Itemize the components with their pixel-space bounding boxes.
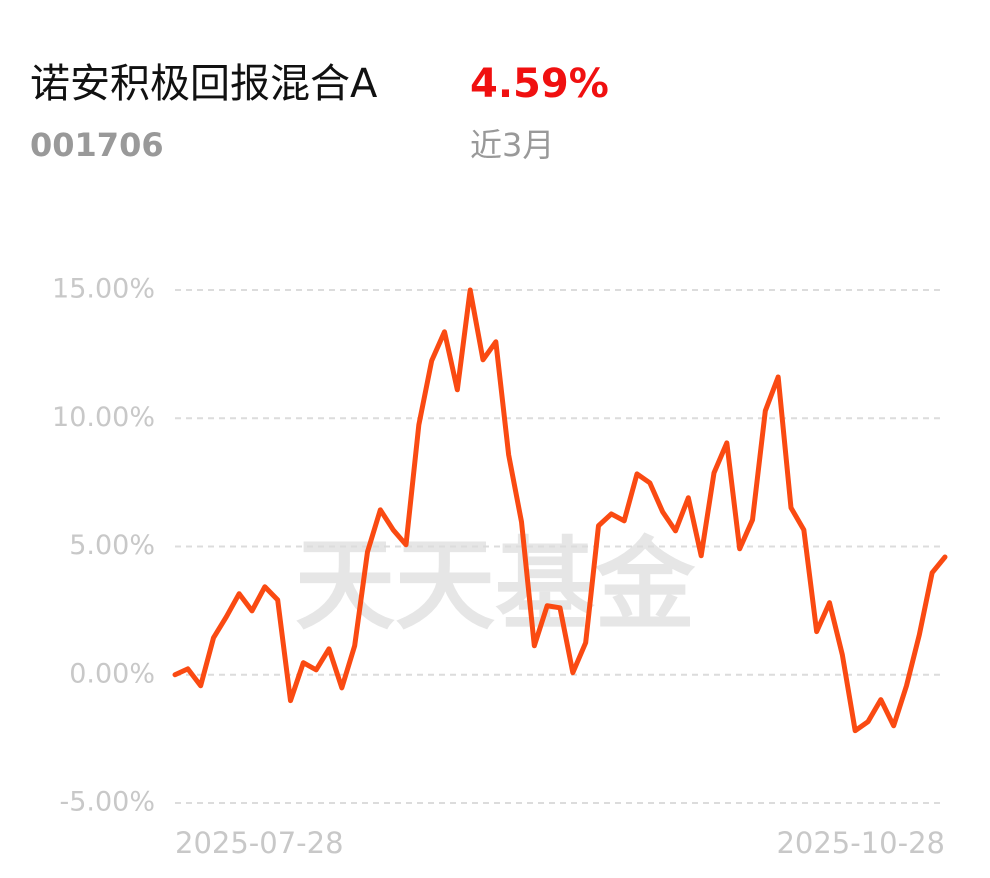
y-tick-label: 0.00% [69,658,155,689]
y-tick-label: 10.00% [52,402,155,433]
y-tick-label: 15.00% [52,274,155,305]
price-line [172,287,948,734]
y-tick-label: 5.00% [69,530,155,561]
period: 近3月 [470,126,554,164]
fund-name: 诺安积极回报混合A [30,61,378,107]
fund-code: 001706 [30,126,164,164]
x-tick-label: 2025-07-28 [175,826,344,860]
y-tick-label: -5.00% [59,787,155,818]
return-value: 4.59% [470,61,609,107]
x-tick-label: 2025-10-28 [776,826,945,860]
